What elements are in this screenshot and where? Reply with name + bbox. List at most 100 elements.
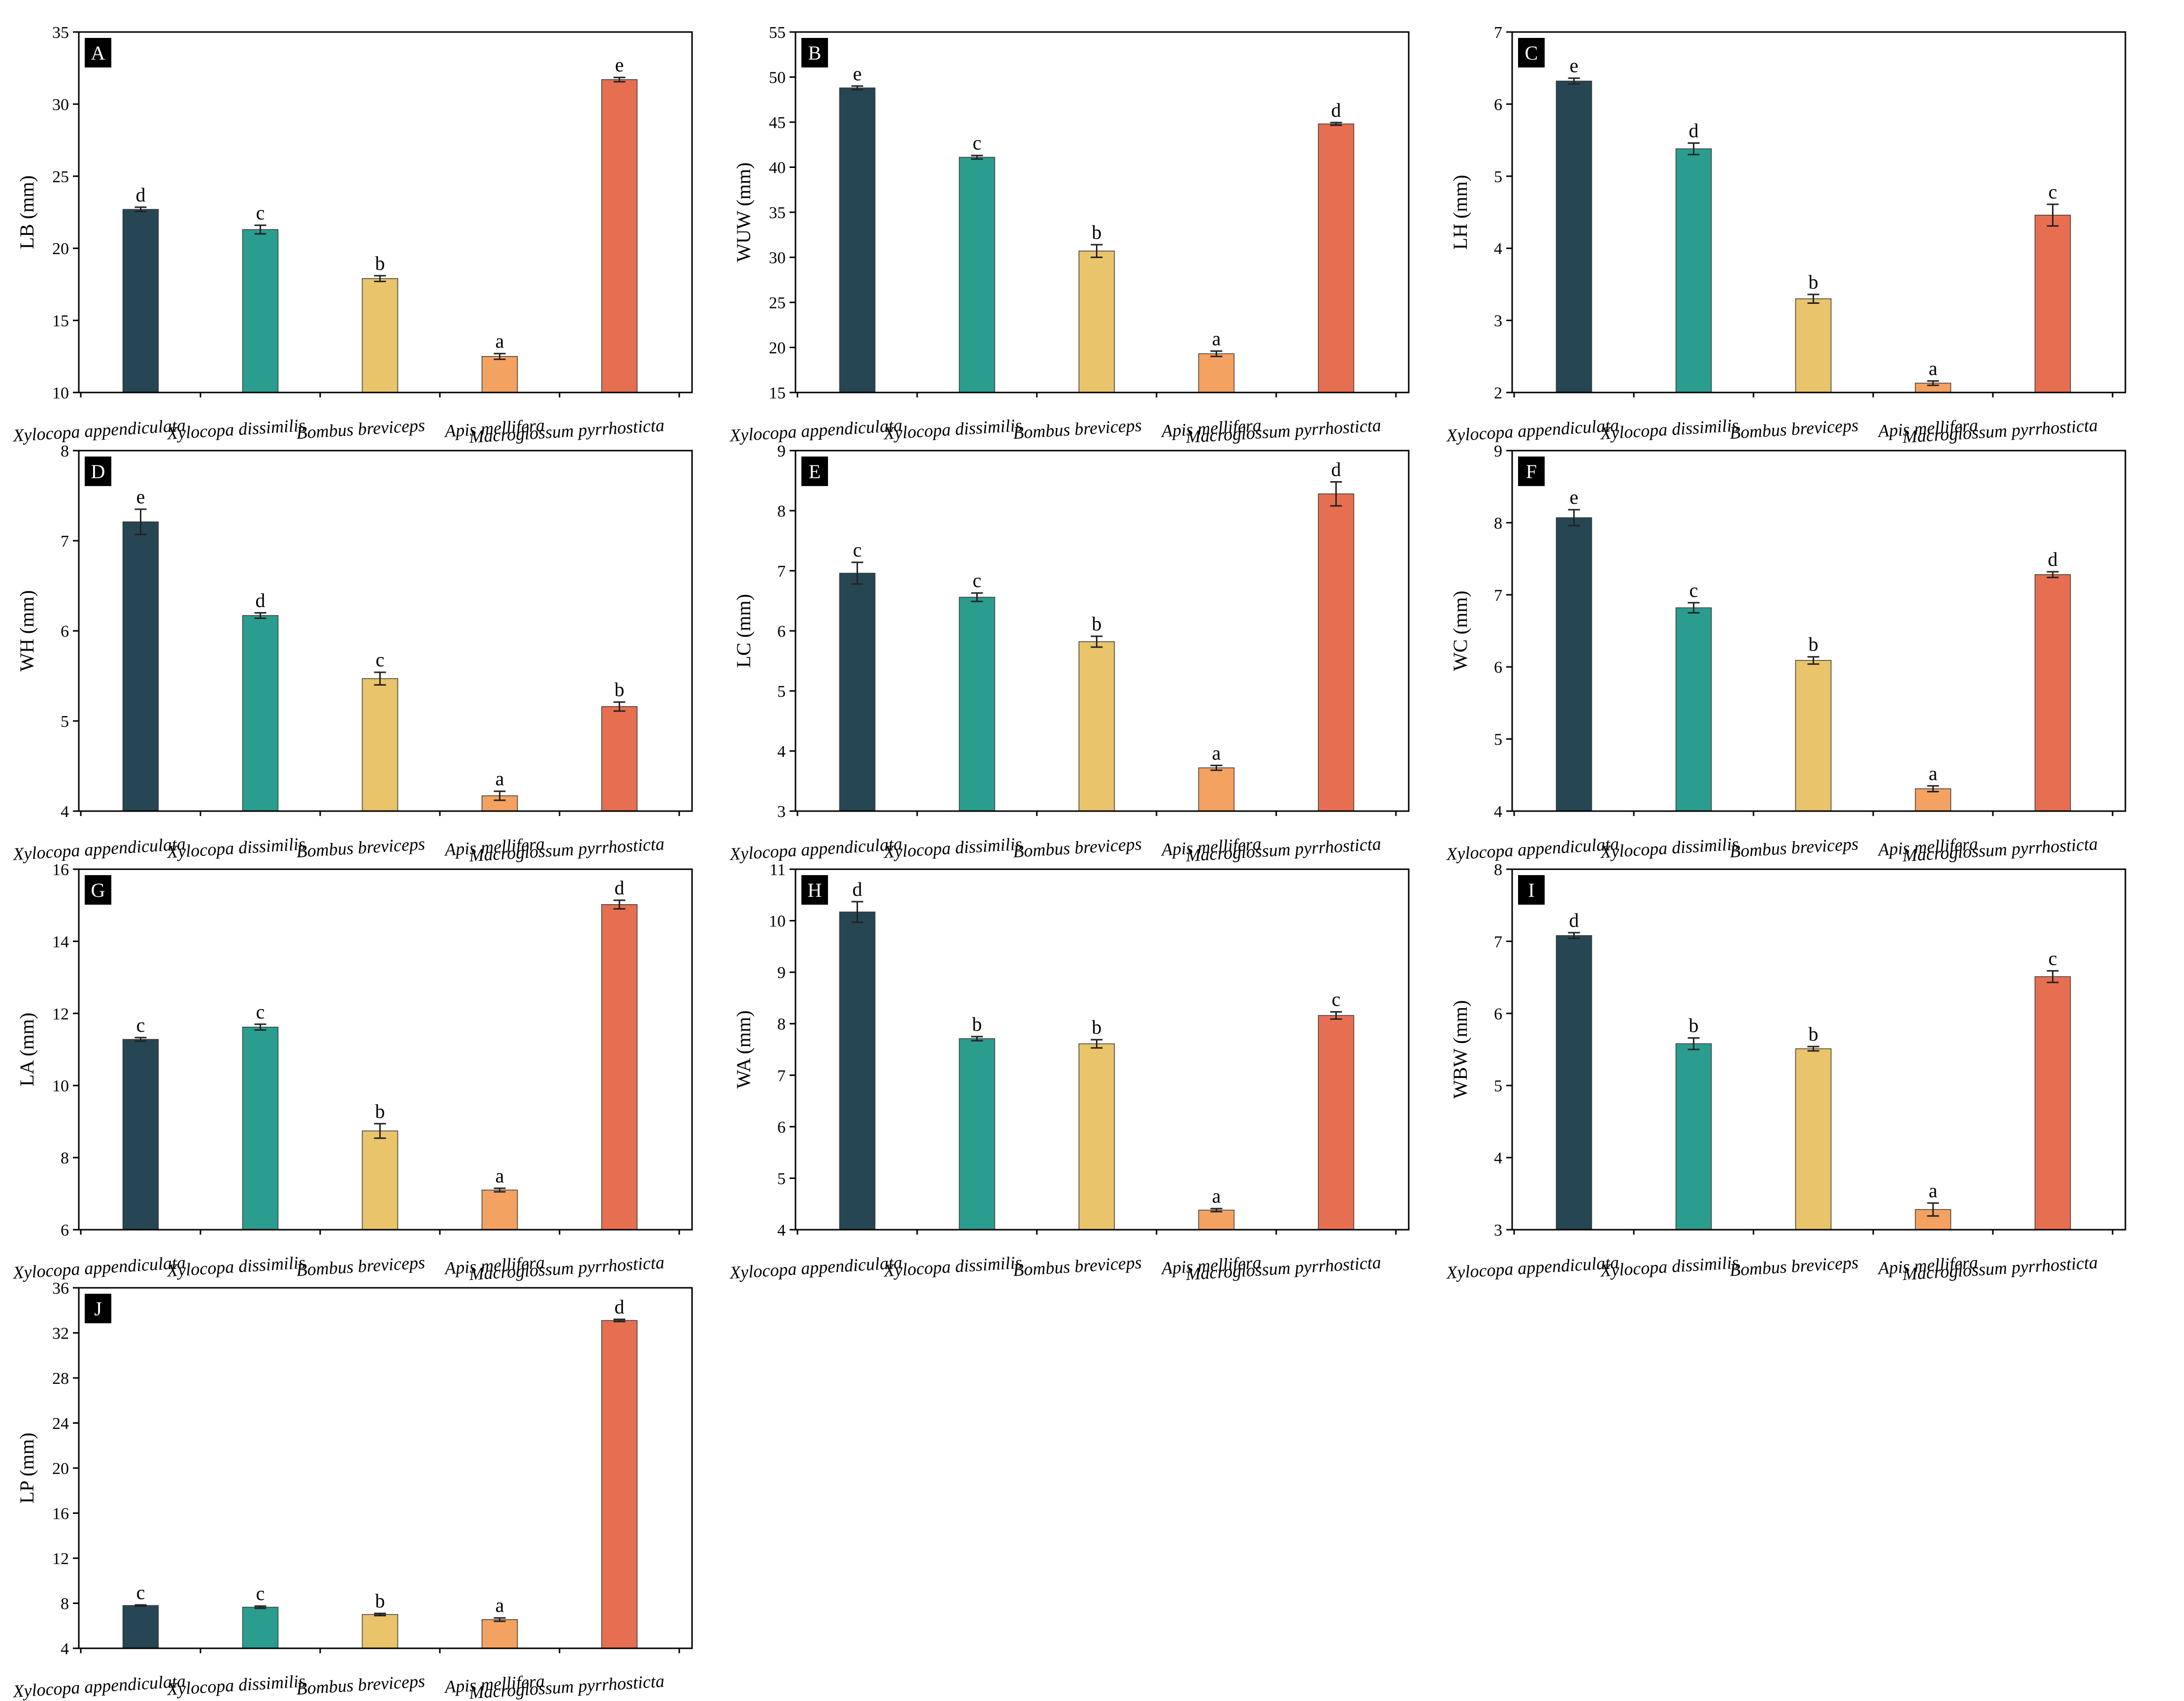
bar xyxy=(242,615,279,812)
x-tick-label: Bombus breviceps xyxy=(296,415,426,443)
y-tick-label: 6 xyxy=(1494,96,1502,114)
y-axis-title: WH (mm) xyxy=(16,590,38,672)
significance-label: d xyxy=(615,1296,625,1318)
significance-label: d xyxy=(2048,548,2058,570)
y-tick-label: 36 xyxy=(52,1279,69,1298)
significance-label: b xyxy=(375,1100,385,1122)
significance-label: a xyxy=(1929,1179,1938,1202)
plot-frame xyxy=(1511,450,2126,812)
significance-label: c xyxy=(1689,579,1698,601)
significance-label: c xyxy=(973,569,982,591)
bar xyxy=(601,706,638,812)
x-tick-label: Bombus breviceps xyxy=(296,834,426,861)
panel-label: E xyxy=(809,460,821,483)
significance-label: e xyxy=(615,54,624,76)
significance-label: d xyxy=(853,878,862,900)
y-tick-label: 8 xyxy=(61,1149,69,1168)
panel-label: C xyxy=(1525,42,1538,64)
significance-label: a xyxy=(496,1165,504,1187)
significance-label: e xyxy=(136,486,145,508)
plot-frame xyxy=(794,450,1410,812)
y-tick-label: 5 xyxy=(61,713,69,731)
plot-frame xyxy=(794,31,1410,393)
significance-label: b xyxy=(375,252,385,274)
y-tick-label: 15 xyxy=(52,312,69,330)
x-tick-label: Xylocopa dissimilis xyxy=(1599,834,1739,862)
x-tick-label: Xylocopa dissimilis xyxy=(882,1252,1023,1280)
x-tick-label: Xylocopa dissimilis xyxy=(165,834,306,862)
x-tick-label: Bombus breviceps xyxy=(296,1671,426,1699)
significance-label: b xyxy=(1809,633,1819,655)
significance-label: e xyxy=(853,63,862,85)
significance-label: c xyxy=(136,1014,145,1036)
x-tick-label: Xylocopa dissimilis xyxy=(1599,1252,1739,1280)
bar xyxy=(601,79,638,393)
panel-badge xyxy=(1518,875,1545,905)
significance-label: b xyxy=(1092,613,1102,635)
y-tick-label: 35 xyxy=(769,204,786,222)
panel-label: J xyxy=(94,1298,102,1320)
significance-label: c xyxy=(2049,947,2057,969)
x-tick-label: Xylocopa appendiculata xyxy=(11,415,186,445)
y-axis-title: LP (mm) xyxy=(16,1433,38,1504)
bar xyxy=(122,521,159,812)
bar xyxy=(1915,788,1952,812)
y-tick-label: 12 xyxy=(52,1005,69,1023)
bar xyxy=(1795,298,1832,393)
y-tick-label: 9 xyxy=(777,442,786,460)
bar xyxy=(242,1606,279,1649)
y-tick-label: 9 xyxy=(777,964,786,982)
chart-panel-b: 15 20 25 30 35 40 45 50 55 WUW (mm) e Xylocopa appe… xyxy=(728,24,1410,447)
y-axis-title: LA (mm) xyxy=(16,1013,38,1086)
y-tick-label: 5 xyxy=(777,1170,786,1188)
y-tick-label: 5 xyxy=(777,683,786,701)
panel-badge xyxy=(85,457,111,486)
y-tick-label: 7 xyxy=(777,562,786,581)
x-tick-label: Xylocopa appendiculata xyxy=(11,1671,186,1701)
y-axis-title: WA (mm) xyxy=(732,1011,755,1089)
bar xyxy=(1318,493,1355,812)
y-tick-label: 7 xyxy=(1494,24,1502,42)
significance-label: c xyxy=(973,132,982,154)
y-tick-label: 7 xyxy=(1494,587,1502,605)
bar xyxy=(839,87,876,393)
bar xyxy=(1198,767,1235,812)
bar xyxy=(481,1189,518,1230)
y-tick-label: 55 xyxy=(769,24,786,42)
y-tick-label: 8 xyxy=(1494,514,1502,532)
bar xyxy=(1675,1043,1712,1230)
y-tick-label: 4 xyxy=(61,803,69,821)
x-tick-label: Xylocopa dissimilis xyxy=(882,415,1023,443)
y-tick-label: 24 xyxy=(52,1415,69,1433)
y-tick-label: 3 xyxy=(1494,1221,1502,1240)
y-tick-label: 10 xyxy=(769,913,786,931)
bar xyxy=(601,1320,638,1649)
chart-panel-a: 10 15 20 25 30 35 LB (mm) d Xylocopa appendicula… xyxy=(11,24,693,447)
x-tick-label: Xylocopa appendiculata xyxy=(11,1252,186,1282)
y-tick-label: 2 xyxy=(1494,384,1502,402)
panel-label: H xyxy=(808,879,822,901)
panel-label: D xyxy=(91,460,105,483)
bar xyxy=(1675,148,1712,393)
bar xyxy=(959,157,995,393)
y-tick-label: 45 xyxy=(769,114,786,132)
significance-label: e xyxy=(1570,55,1579,77)
y-axis-title: WC (mm) xyxy=(1449,590,1471,671)
bar xyxy=(481,356,518,393)
x-tick-label: Xylocopa appendiculata xyxy=(728,834,903,864)
significance-label: a xyxy=(1212,327,1221,350)
bar xyxy=(1795,660,1832,812)
x-tick-label: Xylocopa appendiculata xyxy=(1445,415,1620,445)
y-tick-label: 6 xyxy=(61,1221,69,1240)
bar xyxy=(1198,1210,1235,1230)
y-tick-label: 10 xyxy=(52,1077,69,1095)
x-tick-label: Xylocopa appendiculata xyxy=(728,1252,903,1282)
y-tick-label: 25 xyxy=(52,168,69,186)
panel-label: F xyxy=(1526,460,1537,483)
significance-label: d xyxy=(1331,99,1341,121)
y-axis-title: LB (mm) xyxy=(16,175,38,249)
x-tick-label: Xylocopa dissimilis xyxy=(1599,415,1739,443)
bar xyxy=(362,1614,398,1649)
y-tick-label: 25 xyxy=(769,294,786,312)
